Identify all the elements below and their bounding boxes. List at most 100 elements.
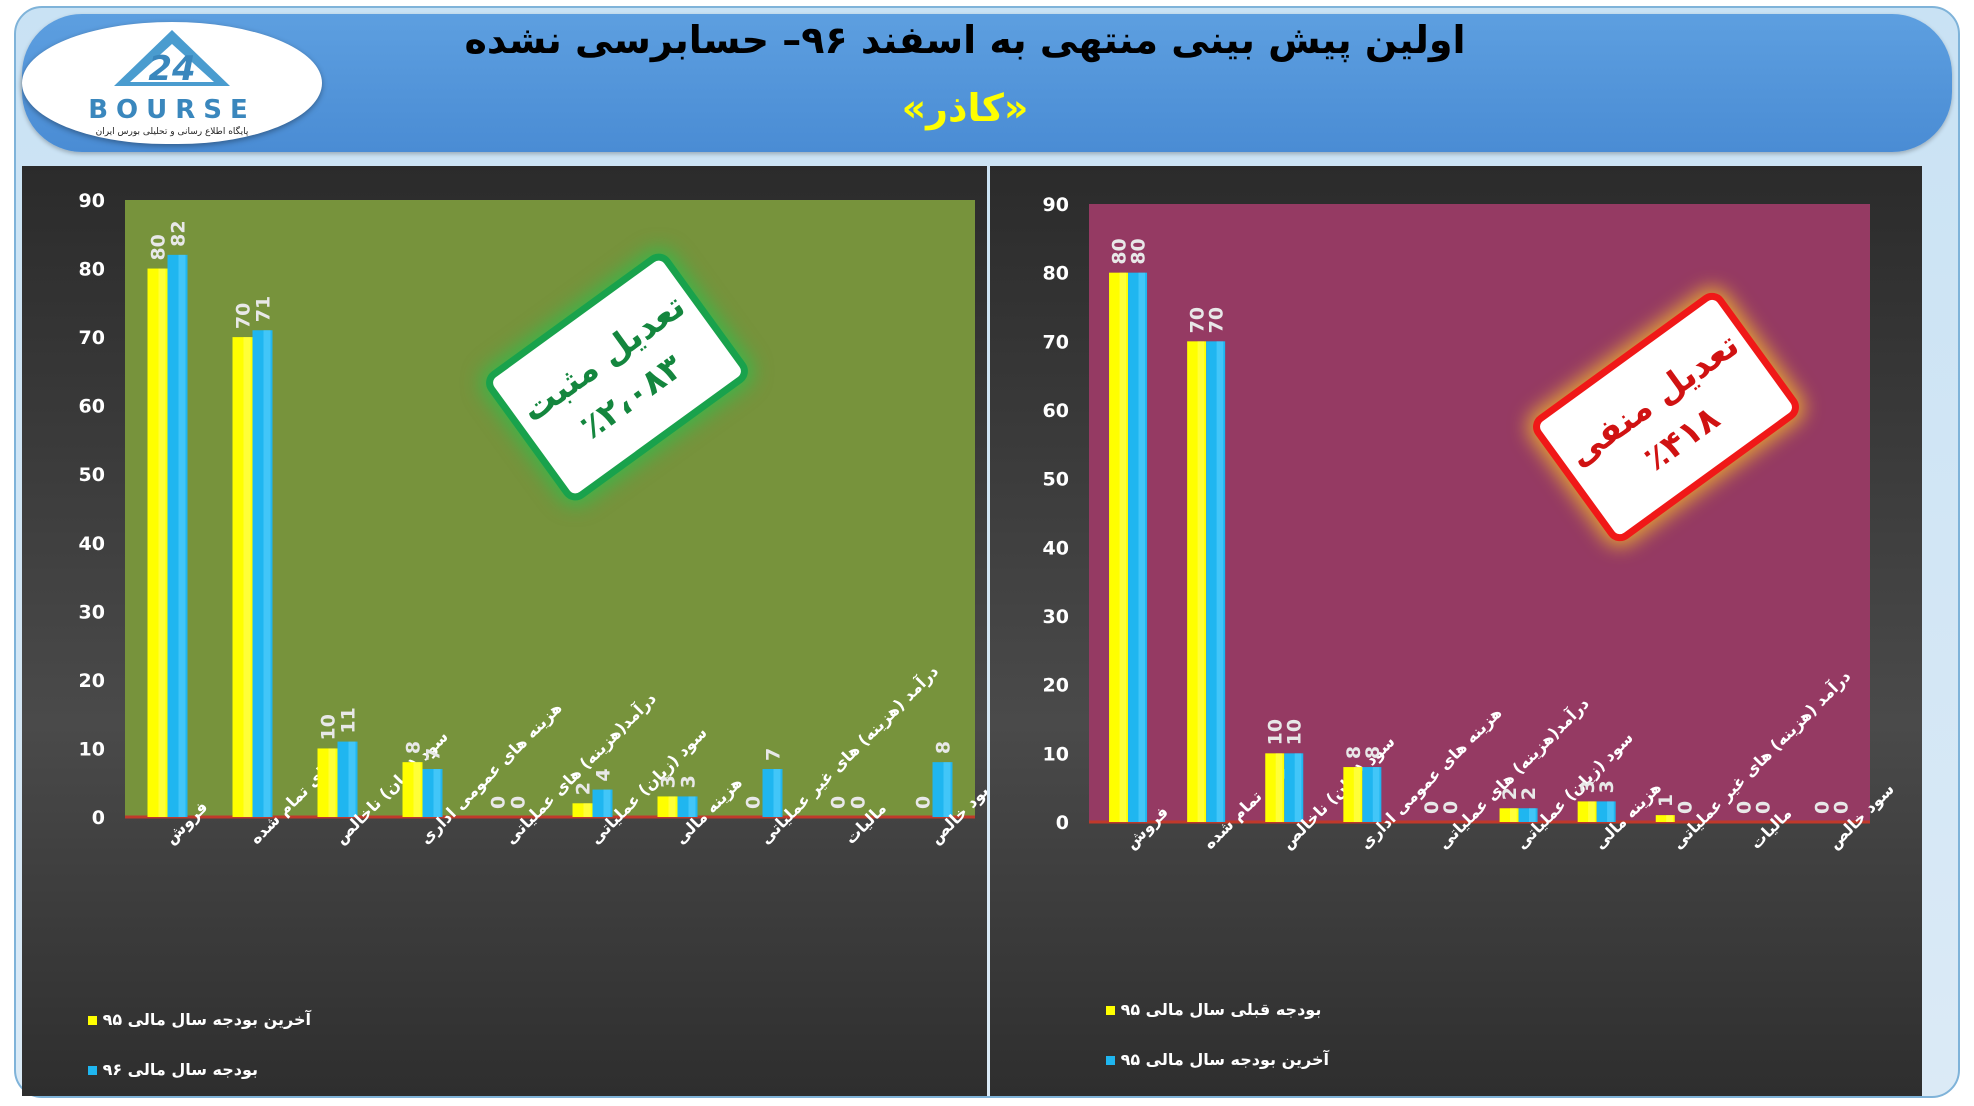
header-banner (22, 14, 1952, 152)
right-value-label: 3 (1577, 780, 1599, 793)
left-bar-highlight-s2-6 (688, 796, 696, 817)
logo-number: 24 (148, 49, 195, 89)
legend-left-label-1: آخرین بودجه سال مالی ۹۵ (102, 1010, 311, 1029)
left-value-label: 3 (678, 775, 700, 788)
right-bar-highlight-s1-1 (1197, 341, 1205, 822)
left-bar-highlight-s2-5 (603, 789, 611, 817)
left-ytick-label: 20 (79, 670, 105, 692)
right-value-label: 10 (1265, 719, 1287, 745)
legend-right-item-1: بودجه قبلی سال مالی ۹۵ (1100, 1000, 1321, 1019)
legend-left-item-2: بودجه سال مالی ۹۶ (82, 1060, 258, 1079)
right-ytick-label: 20 (1043, 675, 1069, 697)
right-value-label: 70 (1206, 307, 1228, 333)
right-ytick-label: 50 (1043, 469, 1069, 491)
right-bar-highlight-s2-6 (1607, 801, 1614, 822)
left-value-label: 80 (148, 234, 170, 260)
left-bar-highlight-s2-9 (943, 762, 951, 817)
right-value-label: 2 (1518, 787, 1540, 800)
left-ytick-label: 50 (79, 464, 105, 486)
legend-right-swatch-blue (1106, 1056, 1115, 1065)
left-ytick-label: 30 (79, 601, 105, 623)
page-subtitle: «کاذر» (901, 86, 1029, 130)
right-value-label: 80 (1128, 238, 1150, 264)
right-value-label: 80 (1109, 238, 1131, 264)
logo-graphic: 24 BOURSE پایگاه اطلاع رسانی و تحلیلی بو… (88, 30, 256, 137)
left-bar-highlight-s1-3 (413, 762, 421, 817)
left-value-label: 71 (253, 296, 275, 322)
legend-right-label-1: بودجه قبلی سال مالی ۹۵ (1120, 1000, 1322, 1019)
right-value-label: 10 (1284, 719, 1306, 745)
left-value-label: 7 (763, 748, 785, 761)
left-ytick-label: 90 (79, 190, 105, 212)
legend-left-swatch-blue (88, 1066, 97, 1075)
right-bar-highlight-s2-5 (1529, 808, 1536, 822)
left-value-label: 0 (828, 796, 850, 809)
left-bar-highlight-s1-5 (583, 803, 591, 817)
right-value-label: 8 (1343, 746, 1365, 759)
left-bar-highlight-s2-2 (348, 741, 356, 817)
right-bar-highlight-s2-1 (1216, 341, 1224, 822)
right-ytick-label: 90 (1043, 194, 1069, 216)
legend-left-item-1: آخرین بودجه سال مالی ۹۵ (82, 1010, 311, 1029)
chart-panel-left: 0 10 20 30 40 50 60 70 80 90 80 82 فروش 70 71 بهای تمام… (22, 166, 987, 1096)
right-bar-highlight-s1-3 (1353, 767, 1361, 822)
left-value-label: 0 (848, 796, 870, 809)
legend-right-label-2: آخرین بودجه سال مالی ۹۵ (1120, 1050, 1329, 1069)
legend-left-label-2: بودجه سال مالی ۹۶ (102, 1060, 259, 1079)
left-value-label: 70 (233, 303, 255, 329)
left-ytick-label: 60 (79, 396, 105, 418)
right-bar-highlight-s2-0 (1138, 272, 1146, 823)
left-bar-highlight-s1-6 (668, 796, 676, 817)
right-bar-s1-7 (1655, 815, 1675, 822)
left-bar-highlight-s1-0 (158, 268, 166, 817)
right-ytick-label: 30 (1043, 606, 1069, 628)
right-ytick-label: 80 (1043, 263, 1069, 285)
right-value-label: 0 (1674, 801, 1696, 814)
left-ytick-label: 70 (79, 327, 105, 349)
legend-left-swatch-yellow (88, 1016, 97, 1025)
page-title: اولین پیش بینی منتهی به اسفند ۹۶– حسابرس… (464, 18, 1466, 62)
left-bar-highlight-s2-3 (433, 769, 441, 817)
logo: 24 BOURSE پایگاه اطلاع رسانی و تحلیلی بو… (22, 22, 322, 144)
left-value-label: 3 (658, 775, 680, 788)
left-value-label: 0 (913, 796, 935, 809)
right-value-label: 70 (1187, 307, 1209, 333)
logo-tagline: پایگاه اطلاع رسانی و تحلیلی بورس ایران (96, 125, 249, 137)
right-bar-highlight-s1-6 (1588, 801, 1595, 822)
right-bar-highlight-s2-3 (1372, 767, 1380, 822)
left-ytick-label: 0 (92, 807, 105, 829)
right-bar-highlight-s1-5 (1510, 808, 1517, 822)
left-bar-highlight-s1-2 (328, 748, 336, 817)
right-value-label: 3 (1596, 780, 1618, 793)
left-ytick-label: 40 (79, 533, 105, 555)
right-bar-highlight-s2-2 (1294, 753, 1302, 822)
right-value-label: 0 (1733, 801, 1755, 814)
left-ytick-label: 10 (79, 738, 105, 760)
right-ytick-label: 0 (1056, 812, 1069, 834)
legend-right-item-2: آخرین بودجه سال مالی ۹۵ (1100, 1050, 1329, 1069)
left-ytick-label: 80 (79, 259, 105, 281)
right-value-label: 1 (1655, 794, 1677, 807)
right-value-label: 0 (1811, 801, 1833, 814)
logo-wordmark: BOURSE (88, 95, 256, 125)
legend-right-swatch-yellow (1106, 1006, 1115, 1015)
right-ytick-label: 60 (1043, 400, 1069, 422)
right-ytick-label: 40 (1043, 537, 1069, 559)
left-value-label: 8 (933, 741, 955, 754)
left-value-label: 10 (318, 714, 340, 740)
left-value-label: 11 (338, 707, 360, 733)
right-value-label: 0 (1752, 801, 1774, 814)
left-value-label: 4 (593, 768, 615, 781)
left-value-label: 8 (403, 741, 425, 754)
right-value-label: 0 (1421, 801, 1443, 814)
left-value-label: 2 (573, 782, 595, 795)
chart-panel-right: 0 10 20 30 40 50 60 70 80 90 80 80 فروش 70 70 بهای تمام… (990, 166, 1922, 1096)
right-value-label: 8 (1362, 746, 1384, 759)
left-bar-highlight-s2-0 (178, 254, 186, 817)
left-bar-highlight-s1-1 (243, 337, 251, 817)
right-value-label: 2 (1499, 787, 1521, 800)
left-value-label: 0 (508, 796, 530, 809)
left-value-label: 0 (743, 796, 765, 809)
right-value-label: 0 (1440, 801, 1462, 814)
